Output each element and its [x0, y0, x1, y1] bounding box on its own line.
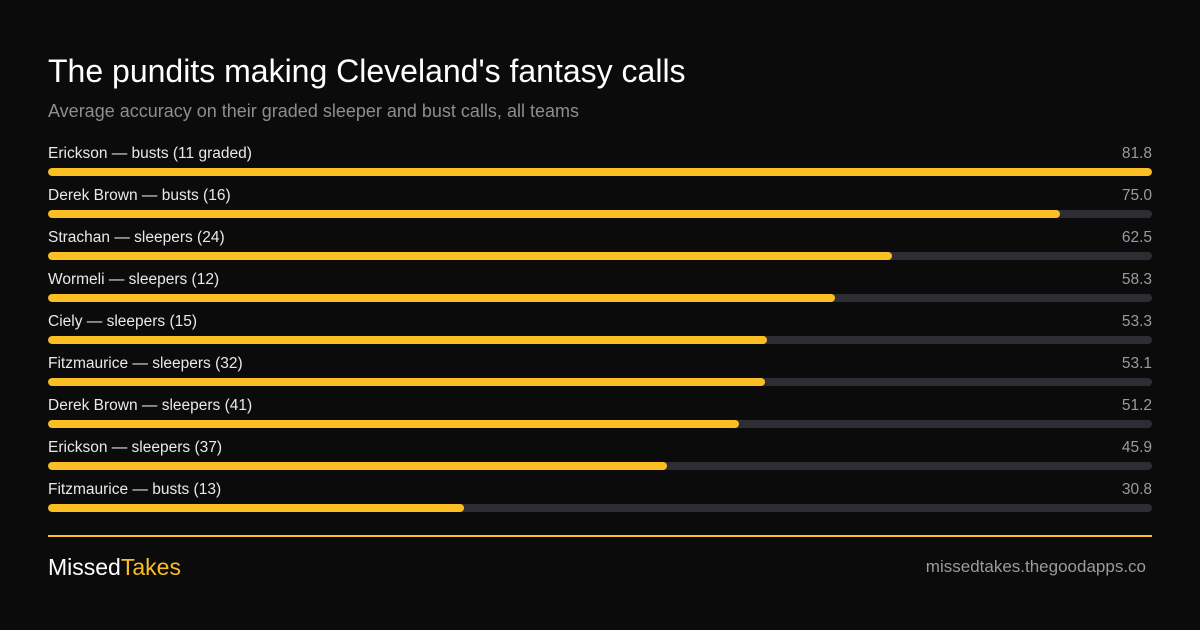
- bar-track: [48, 252, 1152, 260]
- bar-label: Derek Brown — sleepers (41): [48, 397, 253, 414]
- bar-track: [48, 378, 1152, 386]
- chart-subtitle: Average accuracy on their graded sleeper…: [48, 101, 579, 121]
- bar-row: Erickson — busts (11 graded) 81.8: [48, 143, 1152, 185]
- bar-row: Ciely — sleepers (15) 53.3: [48, 311, 1152, 353]
- bar-row: Wormeli — sleepers (12) 58.3: [48, 269, 1152, 311]
- bar: [48, 336, 767, 344]
- bar-track: [48, 168, 1152, 176]
- bar-track: [48, 294, 1152, 302]
- bar-row: Derek Brown — sleepers (41) 51.2: [48, 395, 1152, 437]
- footer-divider: [48, 535, 1152, 537]
- bar-track: [48, 336, 1152, 344]
- bar-value-label: 45.9: [1121, 439, 1152, 456]
- bar-track: [48, 462, 1152, 470]
- bar: [48, 462, 667, 470]
- brand-name-part2: Takes: [120, 554, 181, 580]
- bar-label: Erickson — busts (11 graded): [48, 145, 252, 162]
- bar-track: [48, 210, 1152, 218]
- bar-value-label: 81.8: [1121, 145, 1152, 162]
- bar: [48, 168, 1152, 176]
- bar: [48, 420, 739, 428]
- bar: [48, 378, 765, 386]
- bar-row: Fitzmaurice — busts (13) 30.8: [48, 479, 1152, 521]
- bar-value-label: 75.0: [1121, 187, 1152, 204]
- bar: [48, 294, 835, 302]
- bar: [48, 210, 1060, 218]
- bar-track: [48, 420, 1152, 428]
- bar-label: Derek Brown — busts (16): [48, 187, 231, 204]
- bar-label: Fitzmaurice — sleepers (32): [48, 355, 243, 372]
- brand-name-part1: Missed: [48, 554, 121, 580]
- brand-logo: MissedTakes: [48, 553, 181, 581]
- bar-value-label: 53.3: [1121, 313, 1152, 330]
- bar-row: Erickson — sleepers (37) 45.9: [48, 437, 1152, 479]
- bar-track: [48, 504, 1152, 512]
- bar-value-label: 30.8: [1121, 481, 1152, 498]
- bar-chart: Erickson — busts (11 graded) 81.8 Derek Br…: [48, 143, 1152, 521]
- bar-value-label: 58.3: [1121, 271, 1152, 288]
- bar-label: Erickson — sleepers (37): [48, 439, 223, 456]
- bar: [48, 504, 464, 512]
- site-url: missedtakes.thegoodapps.co: [925, 557, 1146, 576]
- bar-label: Strachan — sleepers (24): [48, 229, 225, 246]
- bar-row: Strachan — sleepers (24) 62.5: [48, 227, 1152, 269]
- bar: [48, 252, 892, 260]
- bar-value-label: 62.5: [1121, 229, 1152, 246]
- bar-value-label: 51.2: [1121, 397, 1152, 414]
- bar-row: Derek Brown — busts (16) 75.0: [48, 185, 1152, 227]
- chart-title: The pundits making Cleveland's fantasy c…: [48, 53, 686, 89]
- bar-row: Fitzmaurice — sleepers (32) 53.1: [48, 353, 1152, 395]
- bar-label: Wormeli — sleepers (12): [48, 271, 220, 288]
- bar-label: Fitzmaurice — busts (13): [48, 481, 222, 498]
- bar-value-label: 53.1: [1121, 355, 1152, 372]
- bar-label: Ciely — sleepers (15): [48, 313, 198, 330]
